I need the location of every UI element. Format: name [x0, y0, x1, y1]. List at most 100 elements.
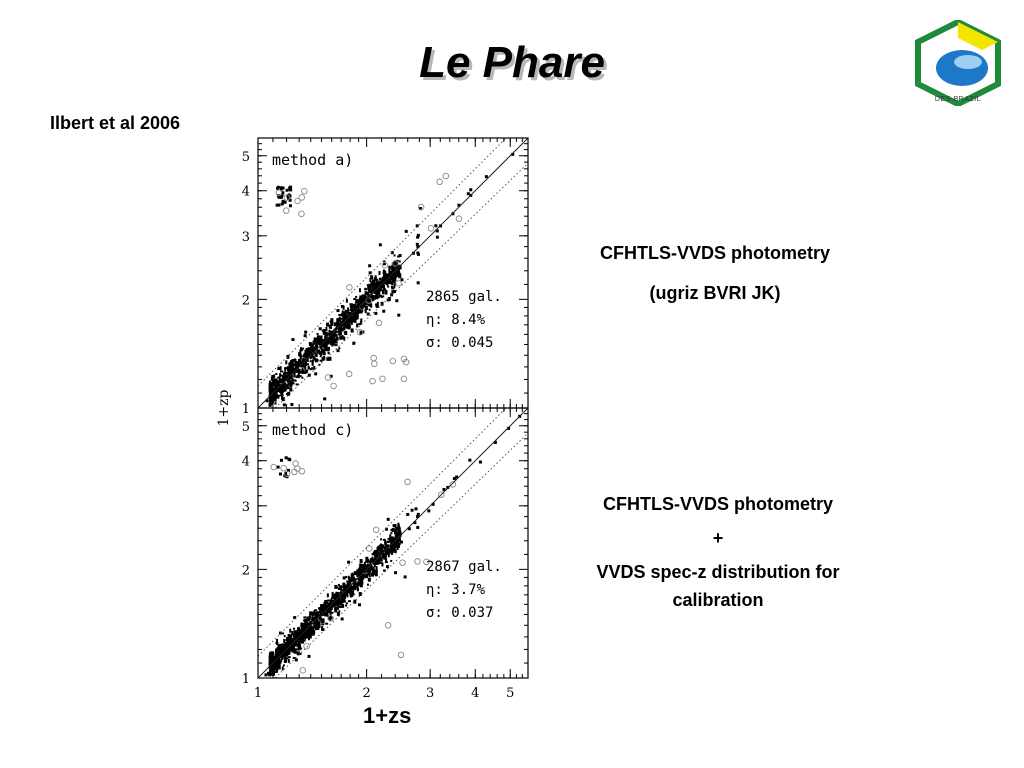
data-point [382, 269, 385, 274]
data-point [314, 609, 318, 612]
data-point [297, 626, 300, 631]
data-point [278, 658, 281, 661]
data-point [366, 583, 369, 586]
data-point [371, 556, 374, 559]
data-point [397, 531, 401, 536]
data-point [342, 593, 346, 596]
data-point [347, 587, 350, 592]
data-point [285, 641, 289, 644]
y-tick-label: 4 [242, 185, 250, 200]
data-point [342, 589, 345, 594]
data-point [382, 544, 385, 547]
data-point [347, 575, 350, 580]
data-point [268, 673, 272, 677]
data-point [274, 378, 278, 381]
y-tick-label: 2 [242, 563, 250, 578]
data-point [372, 551, 375, 556]
outlier-circle [298, 194, 306, 201]
data-point [469, 188, 473, 192]
data-point [323, 348, 326, 353]
data-point [336, 600, 339, 603]
data-point [349, 303, 353, 306]
data-point [343, 588, 347, 591]
data-point [297, 358, 300, 363]
data-point [364, 309, 367, 312]
data-point [375, 566, 378, 571]
data-point [310, 343, 314, 348]
data-point [291, 361, 294, 366]
data-point [339, 317, 343, 320]
data-point [390, 529, 393, 532]
data-point [484, 175, 488, 179]
data-point [351, 304, 354, 309]
data-point [291, 378, 294, 383]
data-point [338, 605, 342, 608]
data-point [310, 629, 314, 633]
data-point [371, 571, 375, 576]
data-point [372, 279, 376, 284]
data-point [270, 667, 273, 670]
data-point [380, 284, 384, 289]
data-point [346, 580, 350, 583]
data-point [310, 354, 313, 357]
data-point [366, 293, 370, 296]
data-point [311, 633, 315, 636]
data-point [289, 368, 292, 373]
data-point [388, 282, 392, 285]
data-point [275, 670, 278, 673]
data-point [416, 233, 420, 237]
data-point [325, 327, 328, 332]
data-point [281, 375, 284, 380]
data-point [333, 336, 336, 341]
data-point [346, 325, 349, 330]
data-point [322, 353, 326, 356]
data-point [329, 374, 333, 378]
data-point [375, 303, 379, 307]
data-point [336, 611, 340, 616]
data-point [390, 293, 394, 297]
data-point [314, 615, 318, 618]
data-point [341, 310, 344, 313]
data-point [397, 543, 400, 546]
data-point [318, 352, 321, 355]
data-point [325, 343, 328, 348]
data-point [283, 200, 287, 204]
data-point [384, 551, 388, 555]
data-point [347, 560, 351, 564]
data-point [346, 585, 350, 588]
data-point [338, 347, 341, 350]
data-point [300, 623, 303, 628]
data-point [311, 618, 315, 621]
data-point [334, 344, 338, 347]
data-point [415, 224, 419, 228]
data-point [382, 549, 386, 552]
data-point [340, 601, 344, 604]
data-point [324, 612, 327, 615]
data-point [297, 374, 300, 379]
data-point [311, 350, 315, 353]
data-point [312, 355, 315, 360]
data-point [395, 531, 398, 536]
data-point [380, 279, 383, 282]
data-point [374, 275, 377, 278]
data-point [396, 535, 399, 538]
data-point [291, 338, 295, 342]
data-point [283, 659, 287, 663]
data-point [328, 330, 331, 335]
data-point [356, 313, 359, 316]
data-point [295, 370, 299, 373]
data-point [283, 657, 286, 660]
data-point [350, 587, 353, 590]
data-point [337, 601, 340, 604]
data-point [354, 588, 357, 591]
data-point [293, 379, 296, 382]
data-point [382, 546, 385, 549]
data-point [340, 320, 343, 325]
data-point [398, 530, 402, 533]
data-point [293, 648, 297, 652]
data-point [270, 665, 274, 668]
data-point [368, 573, 371, 578]
data-point [314, 352, 317, 357]
data-point [312, 341, 315, 344]
data-point [393, 545, 397, 548]
